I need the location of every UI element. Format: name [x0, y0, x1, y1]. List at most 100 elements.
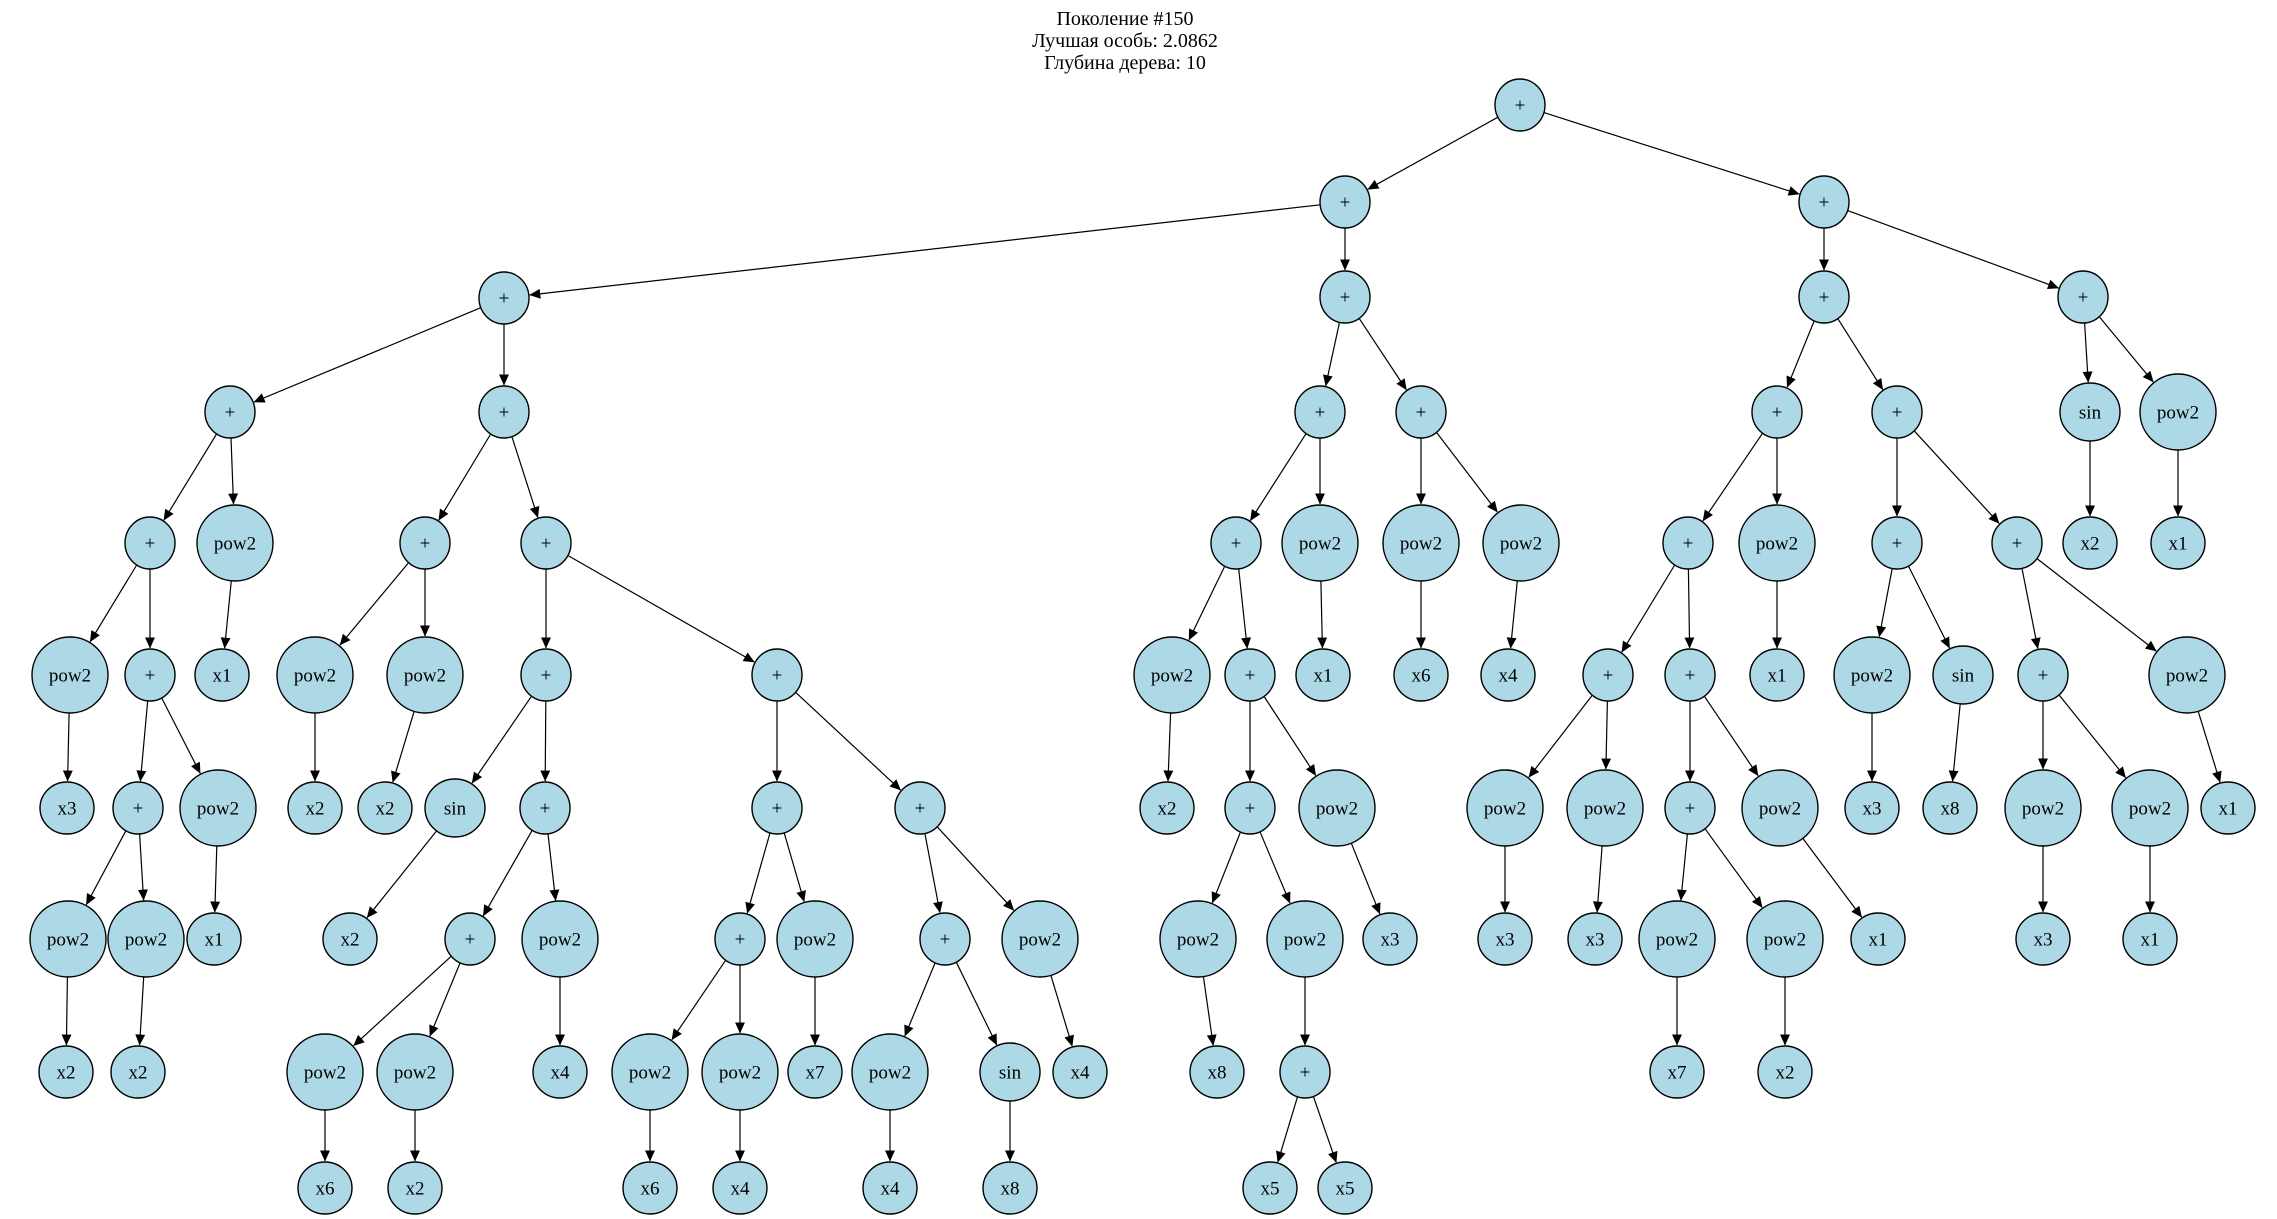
edge	[1676, 833, 1688, 901]
edge	[671, 959, 727, 1041]
edge	[2036, 558, 2157, 652]
node-label: pow2	[1584, 799, 1626, 820]
node-circle	[1224, 781, 1276, 835]
node-circle	[1295, 648, 1351, 702]
node-circle	[894, 781, 946, 835]
node-label: x1	[2219, 799, 2238, 820]
edge	[2082, 322, 2093, 383]
node-circle	[29, 900, 107, 978]
node-label: pow2	[125, 930, 167, 951]
node-label: x7	[1668, 1063, 1687, 1084]
edge	[955, 961, 998, 1046]
edge	[1704, 828, 1763, 908]
node-circle	[1494, 78, 1546, 132]
node-circle	[194, 648, 250, 702]
node-label: pow2	[49, 666, 91, 687]
edge	[220, 580, 232, 649]
edge	[482, 830, 533, 917]
node-circle	[520, 516, 572, 570]
edge	[366, 830, 438, 919]
tree-node-var: x6	[297, 1161, 353, 1215]
tree-node-var: x1	[2122, 912, 2178, 966]
node-label: +	[1685, 666, 1696, 687]
edge	[1358, 318, 1407, 391]
tree-node-plus: +	[1279, 1045, 1331, 1099]
node-circle	[1932, 645, 1994, 705]
node-circle	[399, 516, 451, 570]
edge	[1948, 703, 1961, 782]
node-circle	[1395, 385, 1447, 439]
node-label: pow2	[214, 534, 256, 555]
tree-node-var: x8	[1922, 781, 1978, 835]
node-circle	[1382, 504, 1460, 582]
edge	[1621, 564, 1676, 653]
edge	[2098, 316, 2154, 383]
edge	[1350, 842, 1381, 915]
node-label: pow2	[869, 1063, 911, 1084]
node-circle	[196, 504, 274, 582]
tree-node-var: x1	[1295, 648, 1351, 702]
node-label: x2	[129, 1063, 148, 1084]
node-label: pow2	[1851, 666, 1893, 687]
edge	[62, 712, 73, 782]
tree-node-pow2: pow2	[1133, 636, 1211, 714]
node-circle	[1189, 1045, 1245, 1099]
tree-node-var: x3	[1844, 781, 1900, 835]
node-label: +	[1340, 193, 1351, 214]
node-circle	[1362, 912, 1418, 966]
node-circle	[1480, 648, 1536, 702]
edge	[1907, 565, 1951, 649]
node-label: +	[499, 289, 510, 310]
node-label: +	[940, 930, 951, 951]
node-circle	[532, 1045, 588, 1099]
tree-node-pow2: pow2	[376, 1033, 454, 1111]
node-circle	[1133, 636, 1211, 714]
tree-node-plus: +	[204, 385, 256, 439]
node-label: pow2	[1316, 799, 1358, 820]
tree-node-var: x4	[712, 1161, 768, 1215]
node-label: x1	[2141, 930, 2160, 951]
node-label: x6	[1412, 666, 1431, 687]
tree-node-pow2: pow2	[1382, 504, 1460, 582]
node-circle	[2057, 270, 2109, 324]
node-label: x2	[2081, 534, 2100, 555]
tree-node-sin: sin	[424, 778, 486, 838]
node-circle	[357, 781, 413, 835]
edge	[1188, 565, 1226, 641]
node-label: x4	[551, 1063, 571, 1084]
node-circle	[286, 1033, 364, 1111]
tree-node-pow2: pow2	[196, 504, 274, 582]
edge	[1163, 712, 1174, 782]
node-label: +	[1683, 534, 1694, 555]
title-generation: Поколение #150	[1056, 8, 1194, 30]
tree-node-pow2: pow2	[1833, 636, 1911, 714]
edge	[1211, 831, 1242, 904]
node-label: +	[1300, 1063, 1311, 1084]
node-label: +	[1315, 403, 1326, 424]
tree-node-var: x4	[1480, 648, 1536, 702]
node-label: x3	[1381, 930, 1400, 951]
edge	[1847, 210, 2060, 290]
title-tree-depth: Глубина дерева: 10	[1044, 52, 1206, 74]
node-label: x1	[1869, 930, 1888, 951]
node-circle	[751, 781, 803, 835]
edge	[471, 695, 532, 784]
node-label: +	[1340, 288, 1351, 309]
node-circle	[2017, 648, 2069, 702]
node-circle	[1317, 1161, 1373, 1215]
node-circle	[478, 271, 530, 325]
node-label: +	[133, 799, 144, 820]
node-label: +	[540, 799, 551, 820]
edge	[1684, 568, 1695, 649]
edge	[1506, 580, 1518, 649]
tree-node-var: x3	[1362, 912, 1418, 966]
node-circle	[1638, 900, 1716, 978]
tree-node-var: x4	[532, 1045, 588, 1099]
edge	[1276, 1096, 1299, 1163]
tree-node-pow2: pow2	[1159, 900, 1237, 978]
tree-node-plus: +	[751, 648, 803, 702]
node-label: x7	[806, 1063, 825, 1084]
node-label: pow2	[1756, 534, 1798, 555]
edge	[163, 433, 218, 521]
node-circle	[1871, 385, 1923, 439]
